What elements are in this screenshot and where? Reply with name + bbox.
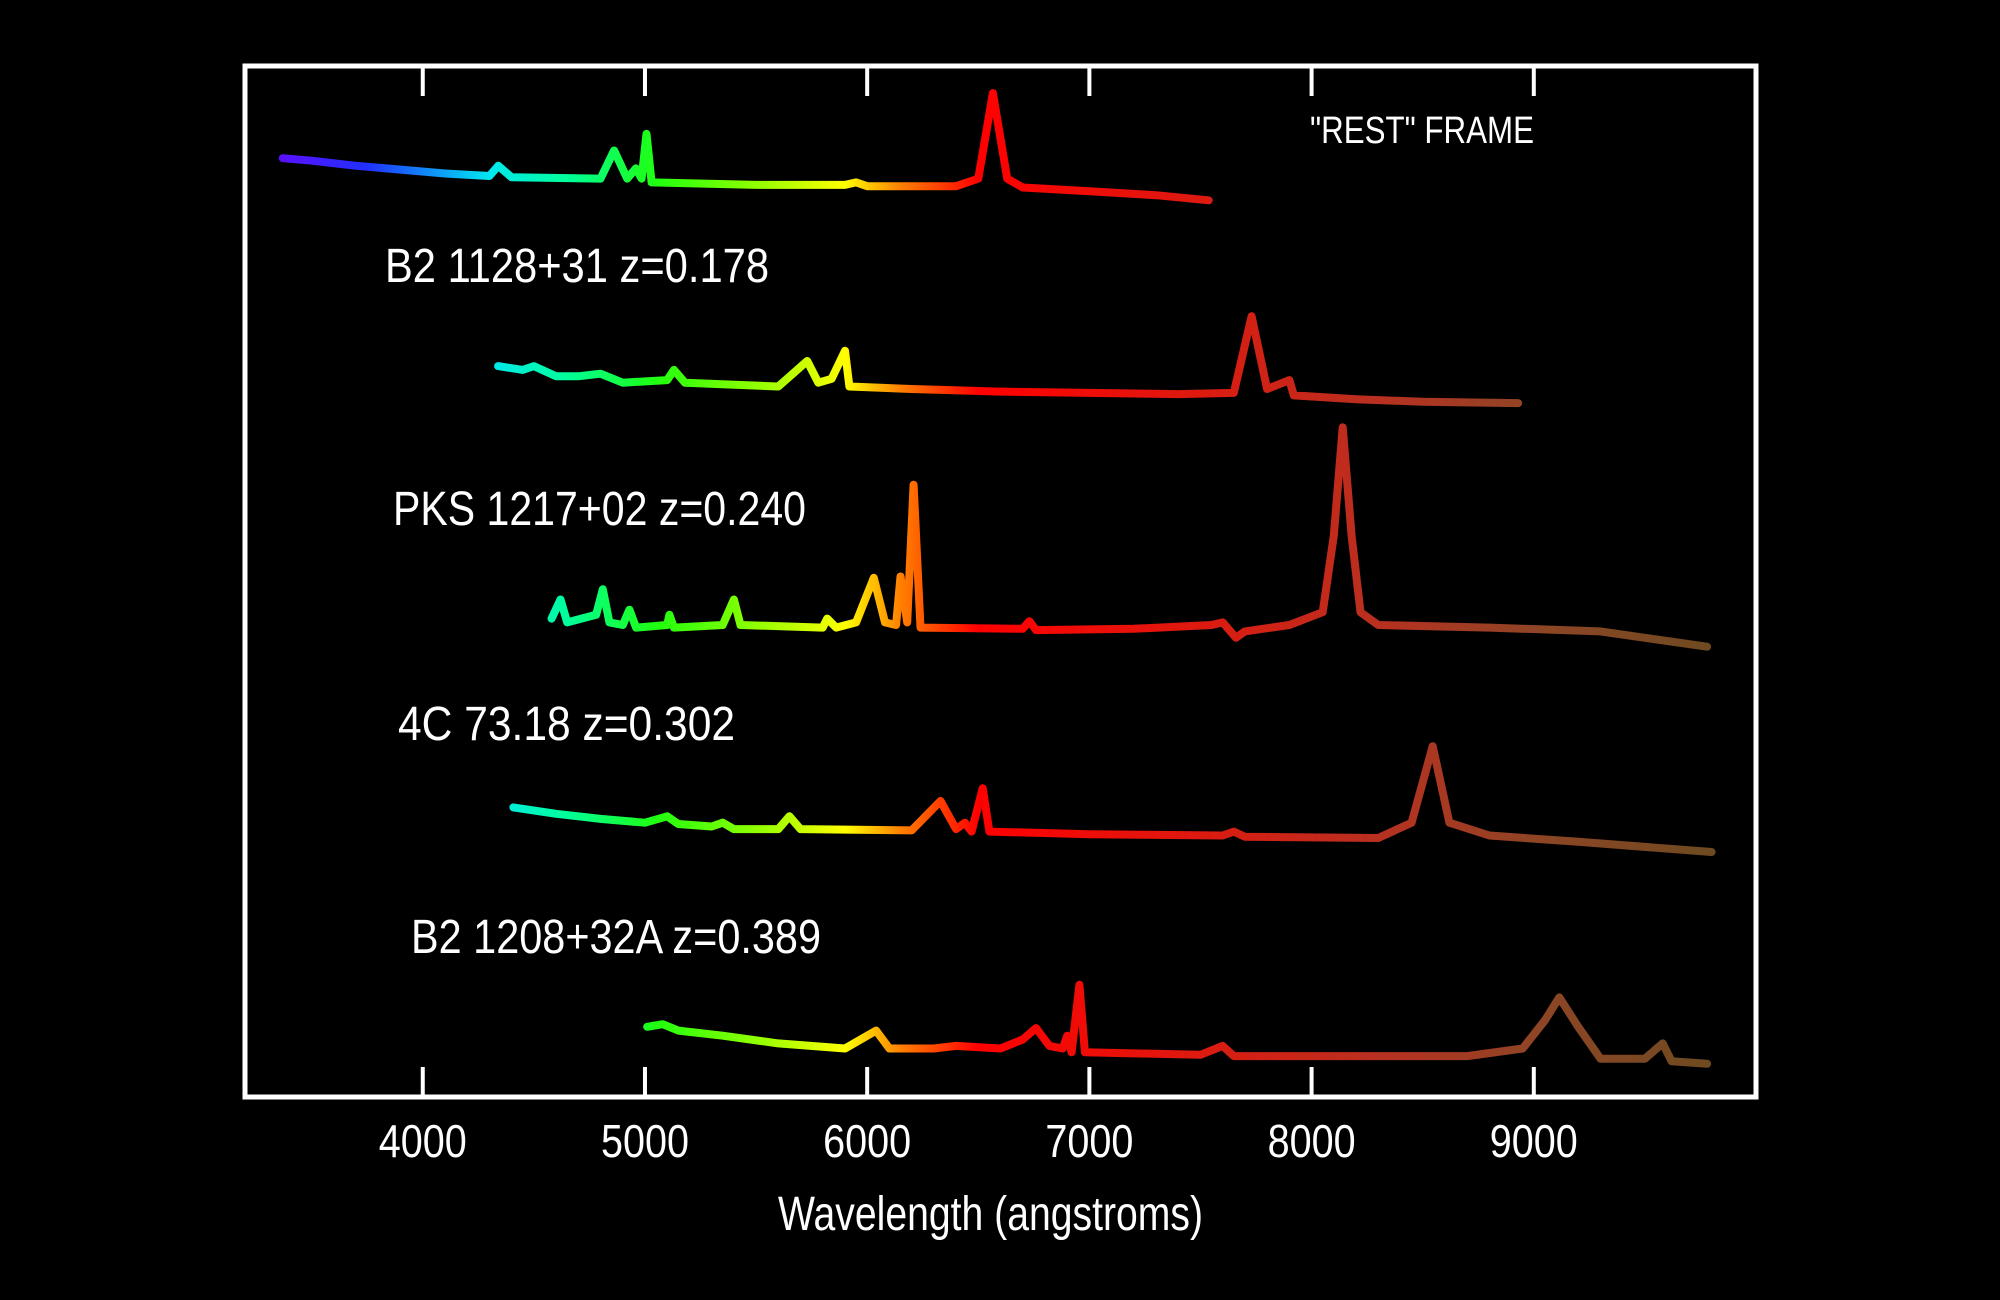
spectrum-line-1 xyxy=(494,312,1523,408)
x-tick-labels: 4000 5000 6000 7000 8000 9000 xyxy=(379,1115,1578,1167)
series-label-1: B2 1128+31 z=0.178 xyxy=(385,240,769,293)
spectrum-line-0 xyxy=(278,89,1213,205)
series-label-2: PKS 1217+02 z=0.240 xyxy=(393,483,806,536)
spectra xyxy=(278,89,1716,1068)
plot-frame xyxy=(242,63,1759,1100)
spectrum-line-3 xyxy=(509,742,1716,856)
x-ticks xyxy=(420,66,1536,1097)
x-tick-label: 5000 xyxy=(601,1115,689,1167)
x-tick-label: 9000 xyxy=(1490,1115,1578,1167)
x-tick-label: 6000 xyxy=(823,1115,911,1167)
x-tick-label: 7000 xyxy=(1045,1115,1133,1167)
x-axis-label: Wavelength (angstroms) xyxy=(778,1188,1203,1241)
spectrum-line-4 xyxy=(643,980,1712,1068)
series-label-3: 4C 73.18 z=0.302 xyxy=(398,698,735,751)
series-label-4: B2 1208+32A z=0.389 xyxy=(411,911,821,964)
spectrum-line-2 xyxy=(547,423,1712,651)
rest-frame-annotation: "REST" FRAME xyxy=(1310,110,1534,152)
x-tick-label: 4000 xyxy=(379,1115,467,1167)
x-tick-label: 8000 xyxy=(1268,1115,1356,1167)
